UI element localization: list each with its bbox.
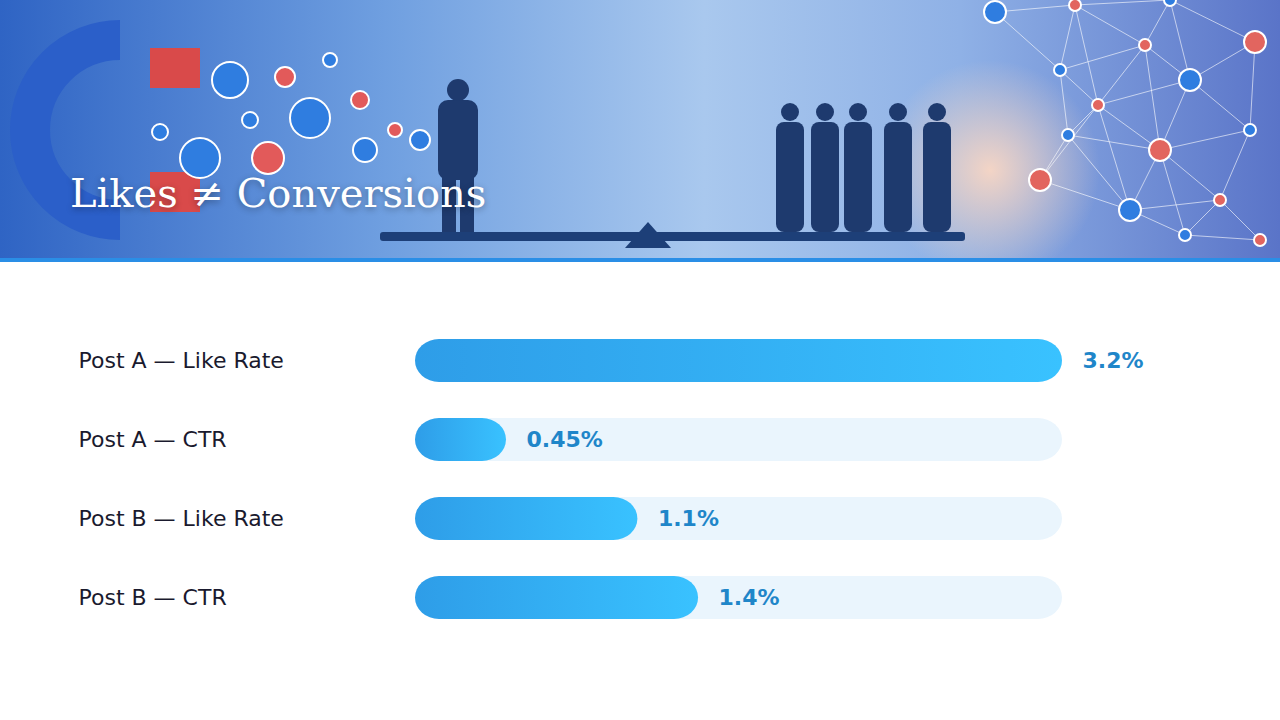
svg-text:0.45%: 0.45% xyxy=(526,427,602,452)
svg-text:Post B — CTR: Post B — CTR xyxy=(79,585,227,610)
svg-text:Post A — Like Rate: Post A — Like Rate xyxy=(79,348,284,373)
html-text:Likes ≠ Conversions: Likes ≠ Conversions xyxy=(70,170,487,216)
svg-text:Post B — Like Rate: Post B — Like Rate xyxy=(79,506,284,531)
svg-text:Post A — CTR: Post A — CTR xyxy=(79,427,227,452)
svg-text:1.4%: 1.4% xyxy=(719,585,780,610)
svg-text:1.1%: 1.1% xyxy=(658,506,719,531)
svg-text:3.2%: 3.2% xyxy=(1083,348,1144,373)
